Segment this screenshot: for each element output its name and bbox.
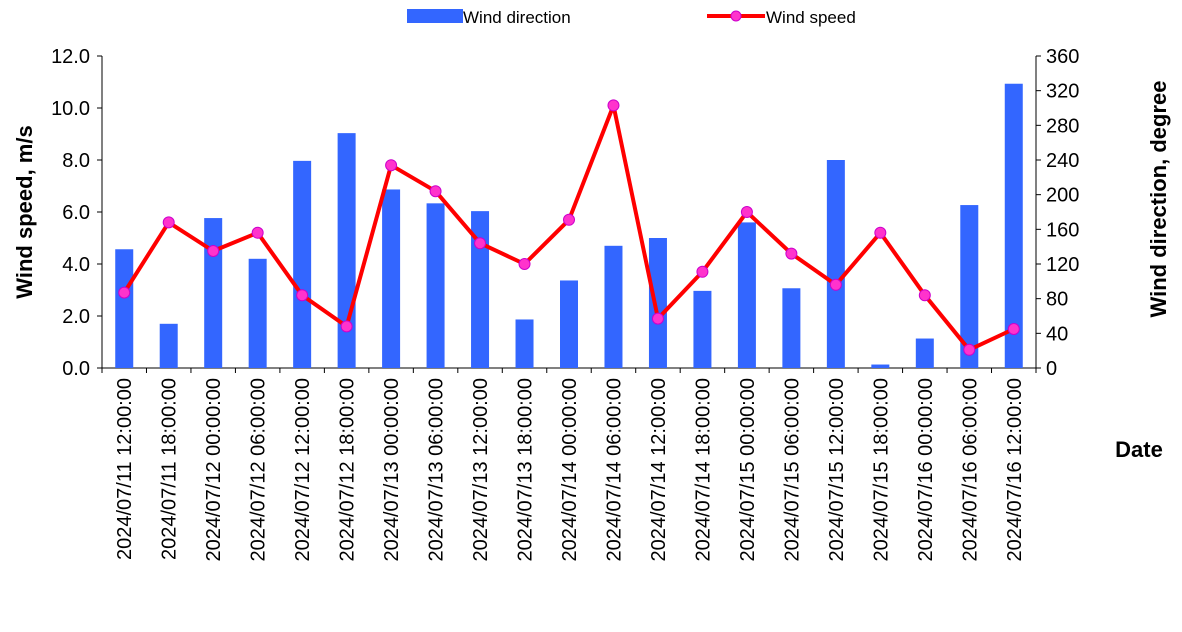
x-tick-label: 2024/07/15 06:00:00 (781, 378, 803, 562)
left-tick-label: 0.0 (62, 358, 90, 380)
x-tick-label: 2024/07/16 00:00:00 (915, 378, 937, 562)
wind-direction-bar (960, 205, 979, 368)
wind-speed-point (651, 312, 664, 325)
right-tick-label: 120 (1046, 254, 1079, 276)
x-tick-label: 2024/07/11 18:00:00 (159, 378, 181, 560)
x-tick-label: 2024/07/15 18:00:00 (870, 378, 892, 562)
left-tick-label: 10.0 (51, 98, 90, 120)
wind-speed-point (340, 320, 353, 333)
x-tick-label: 2024/07/12 18:00:00 (337, 378, 359, 562)
right-tick-label: 40 (1046, 323, 1068, 345)
left-tick-label: 6.0 (62, 202, 90, 224)
x-tick-label: 2024/07/12 00:00:00 (203, 378, 225, 562)
x-tick-label: 2024/07/15 00:00:00 (737, 378, 759, 562)
x-tick-label: 2024/07/13 00:00:00 (381, 378, 403, 562)
wind-speed-point (963, 343, 976, 356)
wind-direction-bar (115, 249, 134, 368)
legend-swatch-wind-speed-marker (730, 10, 742, 22)
wind-direction-bars (115, 83, 1023, 368)
wind-direction-bar (293, 160, 312, 368)
x-tick-label: 2024/07/13 18:00:00 (515, 378, 537, 562)
wind-speed-point (385, 159, 398, 172)
x-tick-label: 2024/07/12 12:00:00 (292, 378, 314, 562)
wind-direction-bar (248, 258, 267, 368)
x-tick-label: 2024/07/14 06:00:00 (603, 378, 625, 562)
wind-direction-bar (204, 218, 223, 368)
legend: Wind direction Wind speed (407, 8, 856, 27)
right-axis-ticks: 0 40 80 120 160 200 240 280 320 360 (1036, 46, 1079, 380)
x-tick-label: 2024/07/12 06:00:00 (248, 378, 270, 562)
wind-speed-point (429, 185, 442, 198)
wind-speed-point (207, 245, 220, 257)
right-tick-label: 320 (1046, 81, 1079, 103)
y-axis-right-title: Wind direction, degree (1146, 81, 1171, 318)
right-tick-label: 0 (1046, 358, 1057, 380)
wind-speed-point (118, 286, 131, 299)
y-axis-left-title: Wind speed, m/s (12, 125, 37, 298)
wind-direction-bar (648, 238, 667, 368)
x-tick-label: 2024/07/16 12:00:00 (1004, 378, 1026, 562)
right-tick-label: 200 (1046, 185, 1079, 207)
left-tick-label: 8.0 (62, 150, 90, 172)
wind-direction-bar (159, 323, 178, 368)
right-tick-label: 280 (1046, 115, 1079, 137)
legend-label-wind-speed: Wind speed (766, 8, 856, 27)
x-tick-label: 2024/07/15 12:00:00 (826, 378, 848, 562)
wind-speed-point (563, 213, 575, 226)
wind-speed-point (518, 258, 531, 270)
x-tick-label: 2024/07/14 18:00:00 (692, 378, 714, 562)
x-tick-label: 2024/07/13 06:00:00 (426, 378, 448, 562)
x-tick-label: 2024/07/14 00:00:00 (559, 378, 581, 562)
legend-swatch-wind-direction (407, 9, 463, 23)
wind-speed-point (162, 216, 175, 229)
right-tick-label: 160 (1046, 219, 1079, 241)
left-tick-label: 12.0 (51, 46, 90, 68)
wind-direction-bar (382, 189, 401, 368)
x-tick-label: 2024/07/11 12:00:00 (114, 378, 136, 560)
wind-speed-point (874, 226, 887, 239)
right-tick-label: 240 (1046, 150, 1079, 172)
left-tick-label: 2.0 (62, 306, 90, 328)
x-tick-label: 2024/07/14 12:00:00 (648, 378, 670, 562)
right-tick-label: 360 (1046, 46, 1079, 68)
wind-direction-bar (871, 364, 890, 368)
wind-speed-point (251, 226, 264, 239)
wind-speed-point (785, 247, 798, 260)
x-axis-ticks: 2024/07/11 12:00:00 2024/07/11 18:00:00 20… (101, 368, 1037, 562)
x-axis-title: Date (1115, 437, 1163, 462)
left-axis-ticks: 0.0 2.0 4.0 6.0 8.0 10.0 12.0 (51, 46, 102, 380)
wind-direction-bar (1004, 83, 1023, 368)
wind-direction-bar (693, 290, 712, 368)
wind-speed-point (296, 289, 309, 302)
wind-speed-point (474, 237, 487, 250)
wind-direction-bar (604, 245, 623, 368)
wind-direction-bar (471, 211, 490, 368)
wind-speed-point (696, 265, 709, 278)
wind-direction-bar (337, 133, 356, 368)
wind-direction-bar (782, 288, 801, 368)
wind-direction-bar (515, 319, 534, 368)
wind-direction-bar (915, 338, 934, 368)
wind-direction-bar (560, 280, 578, 368)
wind-speed-point (1007, 323, 1020, 335)
wind-speed-point (829, 278, 842, 291)
wind-direction-bar (426, 203, 445, 368)
wind-direction-bar (737, 222, 756, 368)
wind-speed-point (918, 289, 931, 302)
legend-label-wind-direction: Wind direction (463, 8, 571, 27)
x-tick-label: 2024/07/13 12:00:00 (470, 378, 492, 562)
wind-speed-point (740, 206, 753, 218)
wind-speed-line-layer (118, 99, 1020, 356)
x-tick-label: 2024/07/16 06:00:00 (959, 378, 981, 562)
left-tick-label: 4.0 (62, 254, 90, 276)
right-tick-label: 80 (1046, 289, 1068, 311)
wind-speed-point (607, 99, 620, 112)
wind-direction-bar (826, 160, 845, 368)
